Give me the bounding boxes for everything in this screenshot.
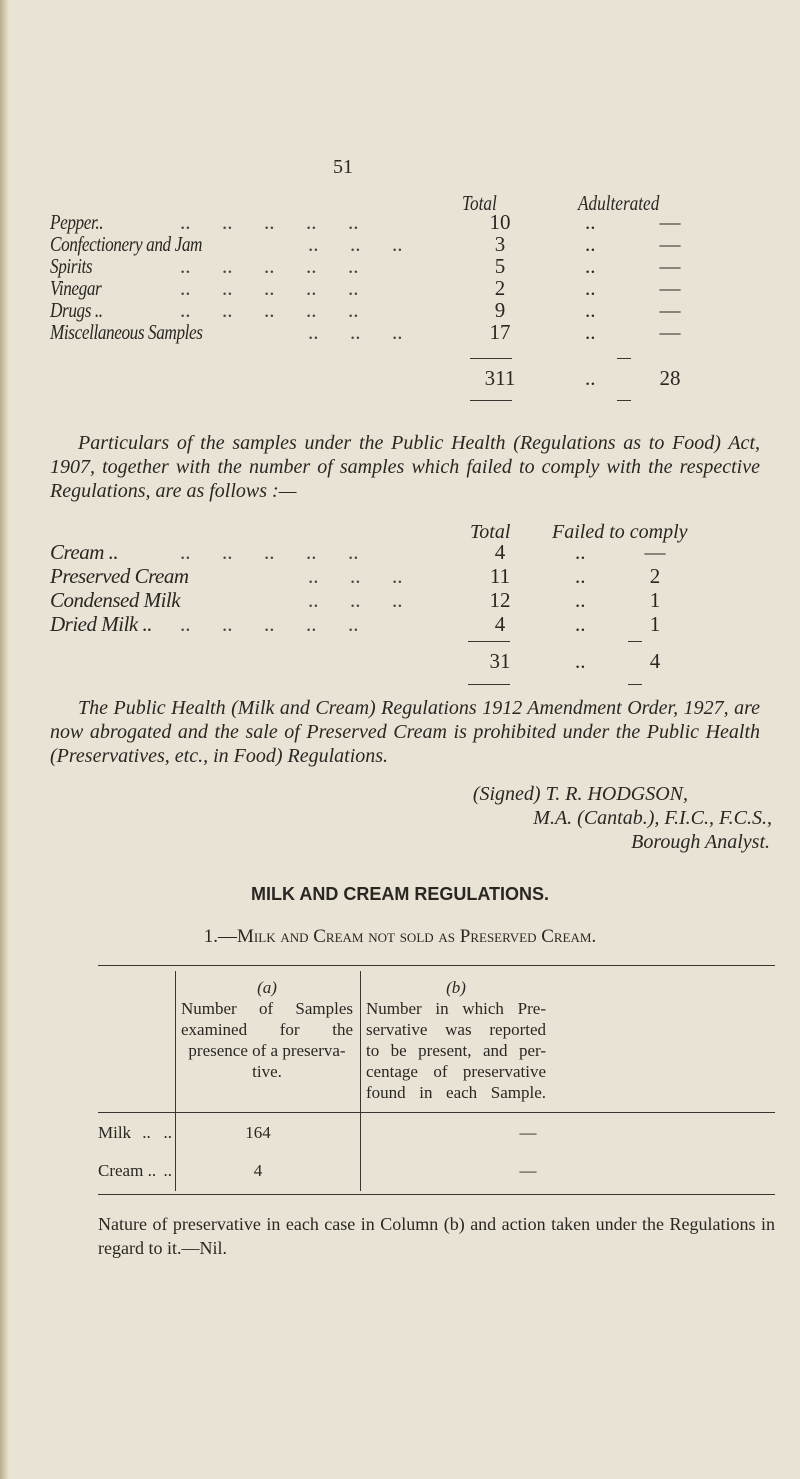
table-row: Miscellaneous Samples.. .. .. 17.. — xyxy=(50,320,750,344)
rule xyxy=(617,400,631,401)
totals-row: 311.. 28 xyxy=(50,366,750,390)
table-row: Vinegar.. .. .. .. .. 2.. — xyxy=(50,276,750,300)
signature-line-3: Borough Analyst. xyxy=(631,831,770,853)
rule xyxy=(617,358,631,359)
row-total: 11 xyxy=(489,564,511,588)
table-row: Drugs .... .. .. .. .. 9.. — xyxy=(50,298,750,322)
header-line: servative was reported xyxy=(366,1020,546,1039)
header-line: Number in which Pre- xyxy=(366,999,546,1018)
grand-total: 31 xyxy=(489,649,511,673)
row-label: Dried Milk .. xyxy=(50,612,152,636)
rule xyxy=(628,684,642,685)
row-failed: — xyxy=(644,540,666,564)
column-header-total: Total xyxy=(462,191,497,215)
row-label: Vinegar xyxy=(50,276,102,300)
row-label: Preserved Cream xyxy=(50,564,189,588)
paragraph-regulations: The Public Health (Milk and Cream) Regul… xyxy=(50,697,760,767)
row-label: Miscellaneous Samples xyxy=(50,320,203,344)
row-value-a: 164 xyxy=(245,1123,271,1142)
row-adulterated: — xyxy=(659,276,681,300)
table-row: Spirits.. .. .. .. .. 5.. — xyxy=(50,254,750,278)
column-header-b: (b) Number in which Pre- servative was r… xyxy=(366,977,546,1103)
row-label: Cream .. xyxy=(98,1161,157,1180)
rule xyxy=(98,1194,775,1195)
table-row: Cream .... .. .. .. .. 4.. — xyxy=(50,540,750,564)
row-failed: 2 xyxy=(649,564,661,588)
row-adulterated: — xyxy=(659,210,681,234)
column-header-a: (a) Number of Samples examined for the p… xyxy=(181,977,353,1082)
rule xyxy=(470,400,512,401)
row-total: 5 xyxy=(494,254,506,278)
table-preservatives: (a) Number of Samples examined for the p… xyxy=(98,965,775,1195)
table-row: Preserved Cream.. .. .. 11.. 2 xyxy=(50,564,750,588)
rule xyxy=(468,684,510,685)
table-row: Dried Milk .... .. .. .. .. 4.. 1 xyxy=(50,612,750,636)
row-label: Condensed Milk xyxy=(50,588,181,612)
column-header-adulterated: Adulterated xyxy=(578,191,660,215)
table-row: Pepper.... .. .. .. .. 10.. — xyxy=(50,210,750,234)
failed-total: 4 xyxy=(649,649,661,673)
table-row: Condensed Milk.. .. .. 12.. 1 xyxy=(50,588,750,612)
column-a-label: (a) xyxy=(257,978,277,997)
row-adulterated: — xyxy=(659,254,681,278)
row-total: 12 xyxy=(489,588,511,612)
column-header-total: Total xyxy=(470,521,511,543)
rule xyxy=(470,358,512,359)
page-number: 51 xyxy=(333,156,353,178)
header-line: tive. xyxy=(252,1062,282,1081)
row-label: Spirits xyxy=(50,254,93,278)
row-total: 10 xyxy=(489,210,511,234)
column-divider xyxy=(175,971,176,1191)
page-binding-edge xyxy=(0,0,9,1479)
header-line: Number of Samples xyxy=(181,999,353,1018)
signature-line-1: (Signed) T. R. HODGSON, xyxy=(472,783,688,805)
rule xyxy=(98,965,775,966)
header-line: found in each Sample. xyxy=(366,1083,546,1102)
column-b-label: (b) xyxy=(446,978,466,997)
row-failed: 1 xyxy=(649,612,661,636)
footnote: Nature of preservative in each case in C… xyxy=(98,1214,775,1258)
table-row: Confectionery and Jam.. .. .. 3.. — xyxy=(50,232,750,256)
row-label: Cream .. xyxy=(50,540,119,564)
rule xyxy=(98,1112,775,1113)
row-total: 9 xyxy=(494,298,506,322)
totals-row: 31.. 4 xyxy=(50,649,750,673)
header-line: examined for the xyxy=(181,1020,353,1039)
row-value-a: 4 xyxy=(253,1161,263,1180)
header-line: centage of preservative xyxy=(366,1062,546,1081)
row-adulterated: — xyxy=(659,320,681,344)
row-label: Drugs .. xyxy=(50,298,103,322)
adulterated-total: 28 xyxy=(659,366,681,390)
row-adulterated: — xyxy=(659,298,681,322)
column-divider xyxy=(360,971,361,1191)
row-label: Pepper.. xyxy=(50,210,104,234)
row-value-b: — xyxy=(519,1123,537,1142)
row-total: 17 xyxy=(489,320,511,344)
row-total: 2 xyxy=(494,276,506,300)
row-total: 4 xyxy=(494,540,506,564)
signature-line-2: M.A. (Cantab.), F.I.C., F.C.S., xyxy=(533,807,772,829)
row-label: Confectionery and Jam xyxy=(50,232,203,256)
column-header-failed: Failed to comply xyxy=(552,521,688,543)
rule xyxy=(628,641,642,642)
header-line: presence of a preserva- xyxy=(188,1041,346,1060)
paragraph-particulars: Particulars of the samples under the Pub… xyxy=(50,432,760,502)
section-heading: MILK AND CREAM REGULATIONS. xyxy=(251,884,549,904)
grand-total: 311 xyxy=(484,366,516,390)
row-label: Milk xyxy=(98,1123,132,1142)
row-total: 4 xyxy=(494,612,506,636)
row-value-b: — xyxy=(519,1161,537,1180)
row-adulterated: — xyxy=(659,232,681,256)
subheading: 1.—Milk and Cream not sold as Preserved … xyxy=(203,926,597,947)
header-line: to be present, and per- xyxy=(366,1041,546,1060)
row-total: 3 xyxy=(494,232,506,256)
rule xyxy=(468,641,510,642)
row-failed: 1 xyxy=(649,588,661,612)
